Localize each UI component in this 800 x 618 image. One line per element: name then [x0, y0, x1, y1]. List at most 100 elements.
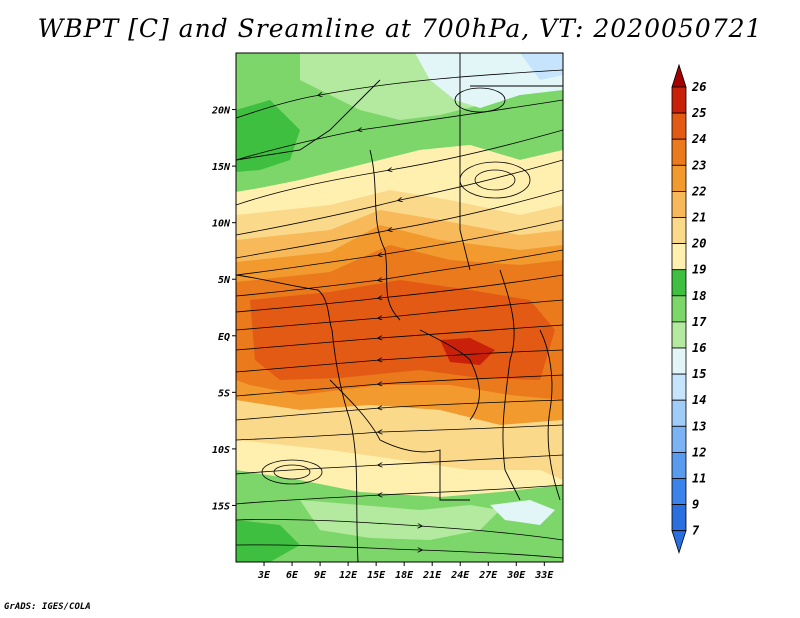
lon-tick-label: 33E [534, 570, 554, 581]
colorbar-label: 11 [692, 472, 706, 486]
colorbar-min-triangle [671, 530, 687, 555]
border-line [236, 79, 381, 161]
lon-tick-label: 9E [314, 570, 327, 581]
border-line [329, 379, 381, 441]
streamline [236, 484, 563, 505]
colorbar-label: 15 [692, 367, 706, 381]
streamline [236, 159, 563, 236]
colorbar-segment [671, 86, 687, 114]
field-north-cyan [520, 53, 563, 80]
colorbar-segment [671, 269, 687, 297]
lon-tick-label: 3E [257, 570, 271, 581]
colorbar-segment [671, 243, 687, 271]
streamline [236, 249, 563, 297]
colorbar-label: 16 [692, 341, 706, 355]
border-line [419, 329, 480, 421]
field-north-darkgreen [236, 100, 300, 172]
field-south-darkgreen [236, 520, 300, 562]
streamline-vortex [261, 459, 323, 485]
longitude-axis: 3E 6E 9E 12E 15E 18E 21E 24E 27E 30E 33E [257, 562, 554, 581]
border-line [379, 439, 470, 501]
streamline [236, 544, 563, 559]
streamline [236, 189, 563, 259]
streamline [236, 324, 563, 351]
lon-tick-label: 27E [478, 570, 498, 581]
colorbar-label: 21 [691, 211, 706, 225]
streamline [236, 399, 563, 421]
streamline [236, 349, 563, 373]
field-red-patch [440, 338, 495, 365]
map-frame [235, 52, 564, 563]
latitude-axis: 20N 15N 10N 5N EQ 5S 10S 15S [211, 106, 236, 512]
lon-tick-label: 21E [422, 570, 442, 581]
colorbar-max-triangle [671, 63, 687, 88]
colorbar-segment [671, 425, 687, 453]
border-line [539, 329, 561, 501]
colorbar-label: 22 [691, 184, 706, 198]
streamline [236, 99, 563, 161]
colorbar-label: 7 [692, 524, 700, 538]
lat-tick-label: 5S [218, 388, 230, 399]
border-line [459, 53, 471, 271]
map-title: WBPT [C] and Sreamline at 700hPa, VT: 20… [37, 14, 763, 43]
streamline-vortex [474, 169, 516, 191]
lon-tick-label: 12E [339, 570, 358, 581]
lat-tick-label: 5N [218, 275, 231, 286]
colorbar-segment [671, 295, 687, 323]
field-south-pale2 [490, 500, 555, 525]
lon-tick-label: 18E [395, 570, 414, 581]
colorbar-label: 18 [692, 289, 706, 303]
field-south-lightgreen [300, 500, 500, 540]
streamline [236, 274, 563, 313]
colorbar-label: 25 [691, 106, 706, 120]
colorbar-segment [671, 190, 687, 218]
streamline-vortex [273, 464, 311, 480]
colorbar-label: 9 [692, 498, 699, 512]
lat-tick-label: 15N [212, 162, 231, 173]
streamline-vortex [454, 87, 506, 113]
colorbar: 26 25 24 23 22 21 20 19 18 17 16 15 14 13 12 11 9 7 [671, 63, 707, 555]
colorbar-segment [671, 217, 687, 245]
colorbar-segment [671, 373, 687, 401]
colorbar-label: 14 [692, 393, 706, 407]
streamline [236, 299, 563, 331]
lat-tick-label: 10S [212, 445, 230, 456]
colorbar-segment [671, 399, 687, 427]
streamline [236, 454, 563, 475]
colorbar-segment [671, 112, 687, 140]
coastline [236, 274, 359, 562]
border-line [499, 269, 521, 501]
colorbar-label: 24 [691, 132, 706, 146]
colorbar-segment [671, 321, 687, 349]
colorbar-label: 17 [692, 315, 707, 329]
colorbar-label: 13 [692, 419, 706, 433]
streamline [236, 219, 563, 276]
field-north-pale [415, 53, 563, 108]
colorbar-segment [671, 451, 687, 479]
streamline [236, 129, 563, 206]
colorbar-segment [671, 478, 687, 506]
colorbar-label: 26 [691, 80, 706, 94]
streamline [236, 424, 563, 441]
border-line [369, 149, 401, 321]
footer-credit: GrADS: IGES/COLA [4, 602, 91, 612]
streamline [236, 69, 563, 119]
colorbar-segment [671, 164, 687, 192]
colorbar-label: 20 [691, 237, 706, 251]
colorbar-label: 19 [692, 263, 706, 277]
lon-tick-label: 30E [506, 570, 526, 581]
streamline [236, 519, 563, 541]
lon-tick-label: 6E [286, 570, 299, 581]
lat-tick-label: 10N [212, 219, 231, 230]
lon-tick-label: 24E [450, 570, 470, 581]
colorbar-segment [671, 504, 687, 532]
lon-tick-label: 15E [367, 570, 386, 581]
colorbar-label: 23 [691, 158, 706, 172]
colorbar-segment [671, 347, 687, 375]
lat-tick-label: EQ [218, 332, 230, 343]
lat-tick-label: 15S [212, 501, 230, 512]
colorbar-label: 12 [692, 445, 706, 459]
borders [236, 53, 563, 562]
streamlines [236, 69, 563, 559]
